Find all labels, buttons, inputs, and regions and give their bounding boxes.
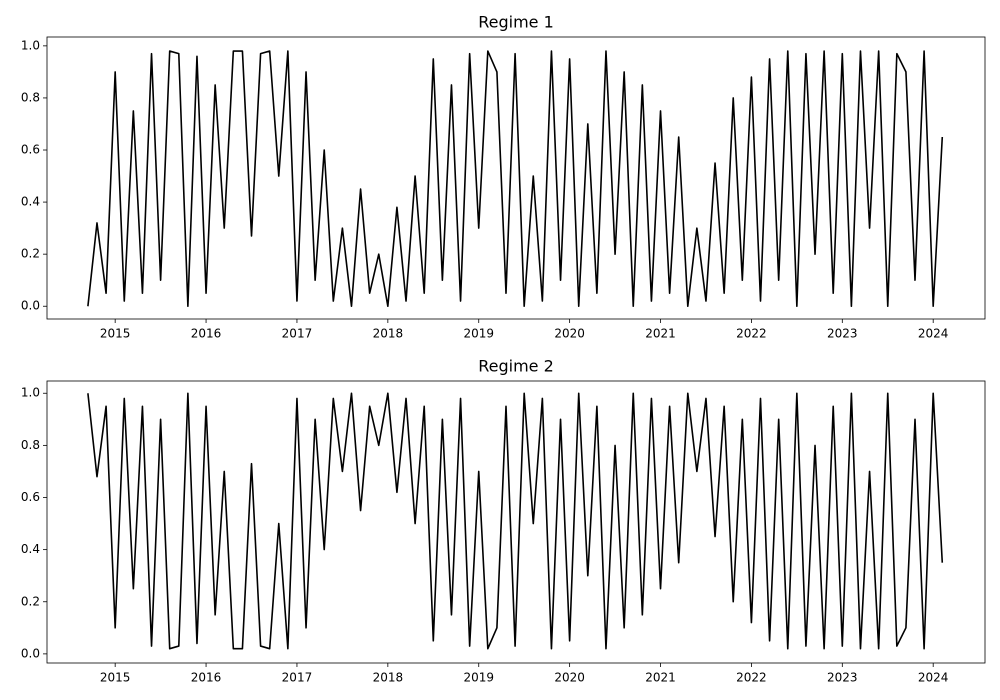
y-tick-label: 0.6: [21, 143, 40, 157]
x-tick-label: 2020: [554, 327, 585, 341]
axes-frame: [46, 36, 986, 320]
x-tick-label: 2017: [282, 327, 313, 341]
y-tick-label: 0.4: [21, 195, 40, 209]
x-tick-label: 2015: [100, 671, 131, 685]
x-tick-label: 2019: [463, 671, 494, 685]
x-tick-label: 2024: [918, 671, 949, 685]
chart-title: Regime 2: [478, 357, 554, 376]
x-tick-label: 2018: [373, 671, 404, 685]
y-tick-label: 1.0: [21, 38, 40, 52]
y-tick-label: 0.8: [21, 438, 40, 452]
x-tick-label: 2021: [645, 327, 676, 341]
x-tick-label: 2018: [373, 327, 404, 341]
x-tick-label: 2015: [100, 327, 131, 341]
x-tick-label: 2017: [282, 671, 313, 685]
chart-title: Regime 1: [478, 13, 554, 32]
series-line: [87, 392, 944, 650]
axes-frame: [46, 380, 986, 664]
x-tick-label: 2023: [827, 671, 858, 685]
y-tick-label: 0.0: [21, 299, 40, 313]
x-tick-label: 2016: [191, 671, 222, 685]
y-tick-label: 0.6: [21, 490, 40, 504]
x-tick-label: 2019: [463, 327, 494, 341]
y-tick-label: 0.2: [21, 247, 40, 261]
y-tick-label: 1.0: [21, 386, 40, 400]
x-tick-label: 2023: [827, 327, 858, 341]
series-line: [87, 50, 944, 308]
y-tick-label: 0.8: [21, 90, 40, 104]
x-tick-label: 2022: [736, 671, 767, 685]
x-tick-label: 2021: [645, 671, 676, 685]
x-tick-label: 2024: [918, 327, 949, 341]
y-tick-label: 0.2: [21, 594, 40, 608]
y-tick-label: 0.0: [21, 646, 40, 660]
x-tick-label: 2016: [191, 327, 222, 341]
x-tick-label: 2022: [736, 327, 767, 341]
y-tick-label: 0.4: [21, 542, 40, 556]
x-tick-label: 2020: [554, 671, 585, 685]
